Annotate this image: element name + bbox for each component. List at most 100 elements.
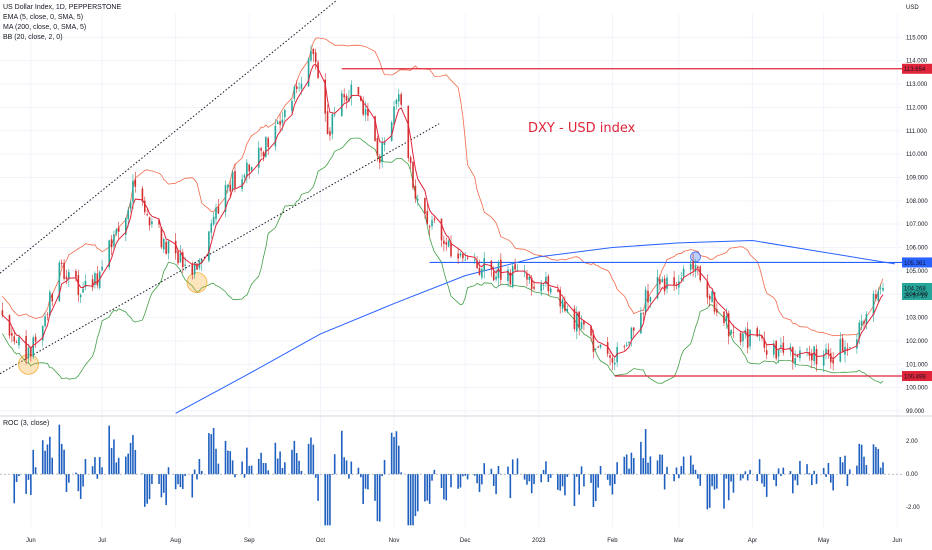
candle-body-14 [49,291,51,316]
candle-body-13 [46,314,49,316]
candle-body-167 [559,289,561,307]
candle-body-200 [666,277,668,289]
roc-bar-233 [777,468,780,475]
candle-body-30 [101,266,103,271]
level-label-1: 105.361 [904,261,926,267]
candle-body-100 [333,114,336,116]
candle-body-262 [875,294,877,299]
chart-annotation[interactable]: DXY - USD index [528,121,636,136]
candle-body-160 [533,286,535,289]
roc-bar-219 [730,474,732,482]
candle-body-216 [723,311,725,324]
roc-bar-199 [663,474,666,490]
roc-bar-242 [808,473,811,475]
roc-bar-171 [573,474,576,507]
candle-body-204 [680,278,683,280]
candle-body-246 [822,354,825,366]
roc-bar-254 [846,474,849,487]
candle-body-238 [794,358,796,364]
level-tag-0 [902,63,932,74]
roc-bar-157 [526,474,528,485]
roc-bar-38 [129,442,132,475]
roc-bar-70 [234,474,236,478]
candle-body-212 [708,296,711,300]
roc-bar-247 [825,474,827,477]
candle-body-198 [661,279,664,283]
candle-body-168 [561,299,564,309]
candle-body-180 [599,344,602,348]
x-tick-5: Nov [389,538,400,544]
candle-body-45 [151,221,153,225]
roc-bar-207 [692,464,694,475]
roc-bar-166 [557,474,559,490]
roc-bar-176 [590,474,592,483]
candle-body-115 [383,141,386,145]
candle-body-179 [597,346,599,348]
roc-bar-244 [813,470,815,475]
roc-bar-125 [416,474,419,512]
roc-bar-174 [580,466,583,475]
candle-body-79 [265,136,267,157]
candle-body-149 [497,262,500,279]
roc-bar-26 [91,466,94,475]
last-price-value: 104.268 [904,286,926,292]
roc-bar-183 [611,474,614,495]
roc-bar-78 [262,462,265,475]
legend-symbol[interactable]: US Dollar Index, 1D, PEPPERSTONE [3,4,122,11]
candle-body-43 [146,214,148,216]
candle-body-28 [96,273,99,286]
candle-body-117 [393,106,395,125]
roc-bar-45 [151,474,153,484]
candle-body-128 [428,226,431,228]
candle-body-138 [462,253,464,259]
roc-bar-248 [827,463,830,475]
roc-bar-129 [431,474,433,481]
candle-body-8 [30,348,32,357]
roc-bar-142 [476,474,478,484]
candle-body-65 [217,206,220,214]
candle-body-201 [673,277,675,286]
candle-body-132 [443,240,445,244]
roc-bar-231 [773,474,775,481]
roc-bar-209 [697,474,699,479]
legend-ma200[interactable]: MA (200, close, 0, SMA, 5) [3,24,87,31]
legend-ema[interactable]: EMA (5, close, 0, SMA, 5) [3,14,84,21]
roc-bar-232 [775,474,777,487]
roc-bar-211 [706,474,709,510]
candle-body-177 [592,334,595,352]
roc-bar-95 [317,474,319,501]
roc-bar-116 [390,432,393,475]
x-tick-8: Feb [607,538,618,544]
roc-bar-57 [193,469,196,475]
candle-body-184 [613,362,616,365]
roc-bar-137 [459,474,462,488]
y-tick-8: 107.000 [906,222,928,228]
roc-bar-101 [341,430,343,475]
roc-bar-69 [231,460,234,475]
roc-bar-80 [267,470,270,475]
legend-bb[interactable]: BB (20, close, 2, 0) [3,34,63,41]
roc-bar-253 [844,455,846,475]
roc-bar-86 [291,449,293,475]
roc-bar-181 [606,474,609,480]
roc-bar-170 [566,474,569,477]
roc-bar-225 [749,469,751,475]
y-tick-15: 100.000 [906,386,928,392]
highlight-markers [18,251,701,375]
roc-bar-17 [60,443,63,475]
roc-legend[interactable]: ROC (3, close) [3,420,50,427]
candle-body-188 [628,342,630,344]
candle-body-39 [132,180,134,203]
candle-body-226 [756,328,759,337]
candle-body-134 [447,240,450,247]
candle-body-5 [18,337,20,346]
roc-bar-33 [113,439,115,475]
roc-bar-13 [46,444,49,475]
candle-body-9 [32,337,35,357]
roc-bar-201 [673,474,675,482]
roc-bar-200 [666,466,668,475]
roc-bar-126 [424,474,426,502]
roc-bar-119 [397,445,400,475]
